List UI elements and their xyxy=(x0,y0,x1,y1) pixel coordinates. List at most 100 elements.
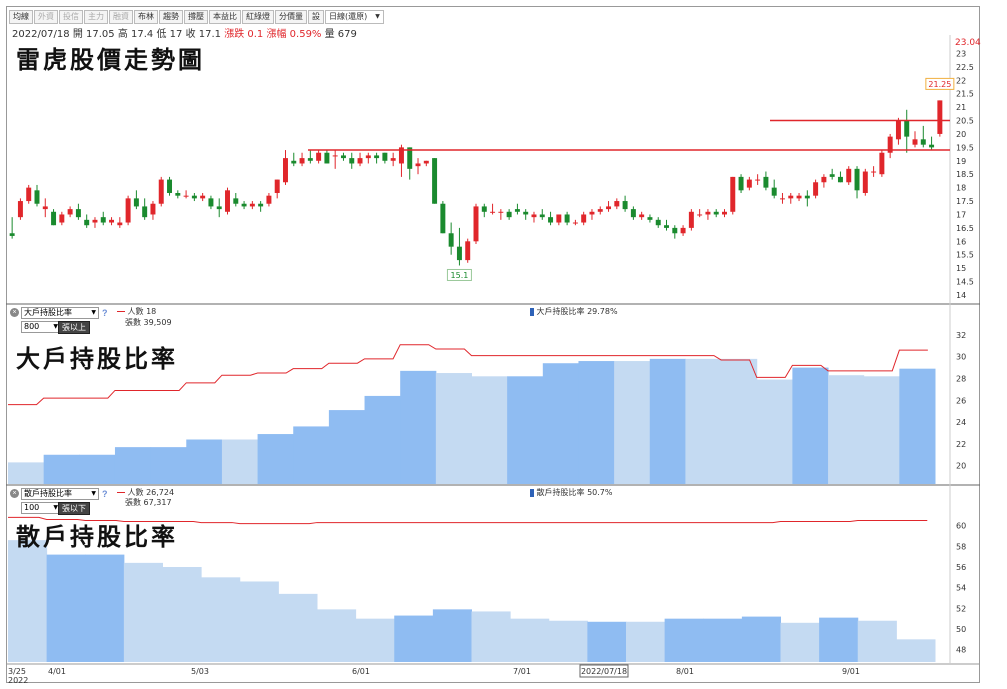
threshold-select[interactable]: 100 ▼ xyxy=(21,502,61,514)
y-tick-label: 56 xyxy=(956,563,966,572)
holding-bar xyxy=(79,454,116,484)
holding-bar xyxy=(828,375,865,484)
y-tick-label: 14.5 xyxy=(956,278,974,287)
quote-open: 開 17.05 xyxy=(72,29,115,40)
holding-bar xyxy=(364,395,401,484)
candle-body xyxy=(506,211,512,218)
holders-line xyxy=(8,516,928,525)
candle-body xyxy=(109,219,115,223)
toolbar-button[interactable]: 設 xyxy=(308,10,324,24)
threshold-button[interactable]: 張以上 xyxy=(58,321,90,334)
x-tick-label: 8/01 xyxy=(676,667,694,676)
threshold-button[interactable]: 張以下 xyxy=(58,502,90,515)
holding-bar xyxy=(510,618,550,662)
chevron-down-icon: ▼ xyxy=(91,309,96,316)
holding-bar xyxy=(664,618,704,662)
candle-body xyxy=(523,211,529,215)
toolbar-button[interactable]: 融資 xyxy=(109,10,133,24)
candle-body xyxy=(821,176,827,183)
candle-body xyxy=(75,209,81,218)
candle-body xyxy=(150,203,156,215)
holding-bar xyxy=(43,454,80,484)
y-tick-label: 16 xyxy=(956,237,966,246)
quote-low: 低 17 xyxy=(156,29,183,40)
candle-body xyxy=(283,158,288,183)
toolbar-button[interactable]: 趨勢 xyxy=(159,10,183,24)
candle-body xyxy=(929,144,935,148)
holding-bar xyxy=(278,593,318,662)
candle-body xyxy=(589,211,595,215)
holding-bar xyxy=(328,410,366,484)
candle-body xyxy=(630,209,636,218)
candle-body xyxy=(133,198,139,207)
help-icon[interactable]: ? xyxy=(102,308,108,318)
candle-body xyxy=(904,120,910,137)
indicator-select[interactable]: 散戶持股比率 ▼ xyxy=(21,488,99,500)
x-tick-label: 4/01 xyxy=(48,667,66,676)
legend-ratio: 散戶持股比率 50.7% xyxy=(530,487,613,498)
candle-body xyxy=(614,201,620,207)
threshold-select[interactable]: 800 ▼ xyxy=(21,321,61,333)
candle-body xyxy=(655,219,661,226)
low-label: 15.1 xyxy=(451,271,469,280)
candle-body xyxy=(581,214,587,223)
toolbar: 均線 外資 投信 主力 融資 布林 趨勢 撐壓 本益比 紅綠燈 分價量設日線(還原) ▼ xyxy=(9,10,384,24)
close-icon[interactable]: × xyxy=(10,489,19,498)
holding-bar xyxy=(471,611,511,662)
candle-body xyxy=(846,168,852,183)
y-tick-label: 17.5 xyxy=(956,197,974,206)
candle-body xyxy=(200,195,206,199)
legend-shares: 張數 67,317 xyxy=(125,498,172,507)
toolbar-button[interactable]: 布林 xyxy=(134,10,158,24)
holders-line xyxy=(8,344,928,406)
toolbar-button[interactable]: 外資 xyxy=(34,10,58,24)
toolbar-button[interactable]: 均線 xyxy=(9,10,33,24)
holding-bar xyxy=(542,363,579,484)
legend-ratio-label: 散戶持股比率 50.7% xyxy=(536,488,613,497)
x-tick-label: 6/01 xyxy=(352,667,370,676)
candle-body xyxy=(440,203,446,234)
toolbar-button[interactable]: 投信 xyxy=(59,10,83,24)
holding-bar xyxy=(649,358,686,484)
threshold-value: 100 xyxy=(24,503,40,512)
candle-body xyxy=(307,158,313,161)
candle-body xyxy=(415,163,421,167)
candle-body xyxy=(34,190,40,204)
holding-bar xyxy=(46,554,86,662)
candle-body xyxy=(423,160,429,164)
y-tick-label: 50 xyxy=(956,625,966,634)
legend-bar-swatch xyxy=(530,488,534,497)
y-tick-label: 48 xyxy=(956,646,966,655)
y-tick-label: 21.5 xyxy=(956,90,974,99)
toolbar-button[interactable]: 本益比 xyxy=(209,10,241,24)
holding-bar xyxy=(819,617,859,662)
help-icon[interactable]: ? xyxy=(102,489,108,499)
toolbar-button[interactable]: 主力 xyxy=(84,10,108,24)
candle-body xyxy=(84,219,90,226)
candle-body xyxy=(755,179,761,181)
legend-ratio-label: 大戶持股比率 29.78% xyxy=(536,307,618,316)
legend-shares: 張數 39,509 xyxy=(125,318,172,327)
close-icon[interactable]: × xyxy=(10,308,19,317)
indicator-select[interactable]: 大戶持股比率 ▼ xyxy=(21,307,99,319)
y-tick-label: 15.5 xyxy=(956,251,974,260)
holding-bar xyxy=(355,618,395,662)
candle-body xyxy=(216,206,222,210)
legend-line-swatch xyxy=(117,492,125,493)
candle-body xyxy=(17,201,23,218)
candle-body xyxy=(299,158,305,164)
holding-bar xyxy=(721,358,758,484)
period-select[interactable]: 日線(還原) ▼ xyxy=(325,10,384,24)
candle-body xyxy=(191,195,197,199)
holding-bar xyxy=(435,373,472,484)
candle-body xyxy=(349,158,355,164)
toolbar-button[interactable]: 撐壓 xyxy=(184,10,208,24)
holding-bar xyxy=(257,434,294,484)
candle-body xyxy=(258,203,264,207)
candle-body xyxy=(340,155,346,159)
candle-body xyxy=(448,233,454,247)
candle-body xyxy=(167,179,173,193)
toolbar-button[interactable]: 紅綠燈 xyxy=(242,10,274,24)
holding-bar xyxy=(857,620,897,662)
toolbar-button[interactable]: 分價量 xyxy=(275,10,307,24)
